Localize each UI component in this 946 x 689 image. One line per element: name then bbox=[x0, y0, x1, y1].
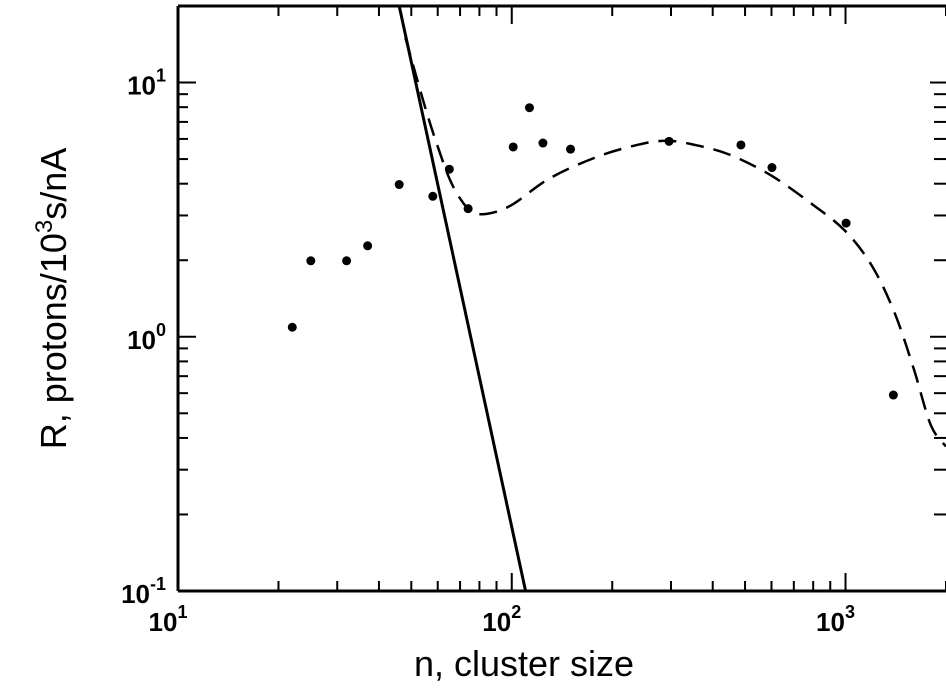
y-tick-label: 101 bbox=[127, 66, 166, 101]
y-tick-label: 10-1 bbox=[121, 574, 166, 609]
data-point bbox=[394, 180, 404, 190]
data-point bbox=[736, 140, 746, 150]
axis-ticks bbox=[177, 5, 946, 592]
y-tick-label: 100 bbox=[127, 320, 166, 355]
data-point bbox=[508, 142, 518, 152]
data-point bbox=[363, 241, 373, 251]
data-point bbox=[888, 390, 898, 400]
data-point bbox=[538, 138, 548, 148]
data-point bbox=[463, 204, 473, 214]
data-point bbox=[444, 164, 454, 174]
dashed-line bbox=[404, 37, 946, 448]
data-point bbox=[767, 163, 777, 173]
x-tick-label: 101 bbox=[149, 602, 188, 637]
x-tick-label: 103 bbox=[816, 602, 855, 637]
curves bbox=[397, 5, 946, 592]
data-point bbox=[428, 191, 438, 201]
data-points bbox=[287, 103, 898, 400]
data-point bbox=[664, 136, 674, 146]
plot-frame bbox=[176, 4, 946, 593]
data-point bbox=[287, 322, 297, 332]
x-tick-label: 102 bbox=[482, 602, 521, 637]
data-point bbox=[841, 218, 851, 228]
tick-labels: 101 102 103 10-1 100 101 bbox=[121, 66, 855, 637]
solid-line bbox=[397, 5, 528, 592]
data-point bbox=[342, 256, 352, 266]
data-point bbox=[306, 256, 316, 266]
data-point bbox=[524, 103, 534, 113]
x-axis-title: n, cluster size bbox=[414, 643, 634, 684]
y-axis-title: R, protons/103s/nA bbox=[31, 148, 74, 450]
data-point bbox=[566, 144, 576, 154]
